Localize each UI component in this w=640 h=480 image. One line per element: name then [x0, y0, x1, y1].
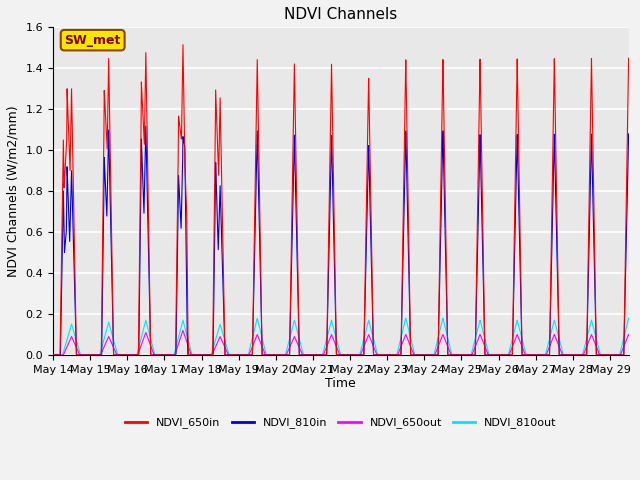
- Legend: NDVI_650in, NDVI_810in, NDVI_650out, NDVI_810out: NDVI_650in, NDVI_810in, NDVI_650out, NDV…: [120, 413, 561, 433]
- Title: NDVI Channels: NDVI Channels: [284, 7, 397, 22]
- X-axis label: Time: Time: [325, 377, 356, 390]
- Y-axis label: NDVI Channels (W/m2/mm): NDVI Channels (W/m2/mm): [7, 105, 20, 277]
- Text: SW_met: SW_met: [65, 34, 121, 47]
